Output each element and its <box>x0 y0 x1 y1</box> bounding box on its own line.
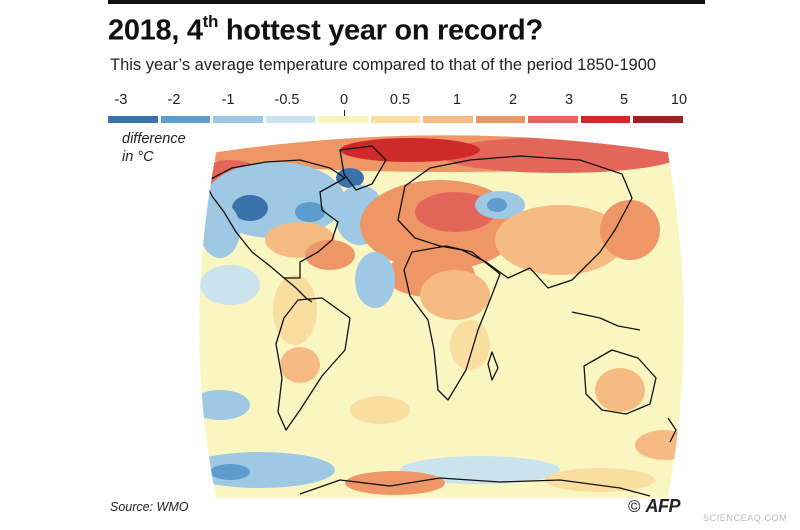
south-america-warm-anomaly <box>280 347 320 383</box>
indonesia-coast <box>571 311 641 331</box>
southern-ocean-cool-anomaly <box>199 452 335 488</box>
south-atlantic-mild-anomaly <box>350 396 410 424</box>
legend-label: 1 <box>452 92 462 108</box>
legend-label: -0.5 <box>274 92 300 108</box>
legend-label: -1 <box>221 92 235 108</box>
watermark: SCIENCEAQ.COM <box>703 513 788 523</box>
legend-swatch <box>370 116 421 123</box>
legend-label: 0 <box>339 92 349 108</box>
agency-credit: © AFP <box>628 496 681 517</box>
africa-warm-anomaly <box>420 270 490 320</box>
legend-label: 0.5 <box>389 92 411 108</box>
legend-swatch <box>475 116 526 123</box>
legend-swatch <box>213 116 263 123</box>
pacific-cool-anomaly <box>200 265 260 305</box>
page-subtitle: This year’s average temperature compared… <box>110 56 657 74</box>
australia-coast <box>583 349 657 415</box>
legend-swatch <box>160 116 211 123</box>
top-rule <box>108 0 705 4</box>
siberia-warm-anomaly <box>440 137 680 173</box>
legend-label: -3 <box>114 92 128 108</box>
africa-mild-anomaly <box>450 320 490 370</box>
atlantic-warm-anomaly <box>305 240 355 270</box>
legend-label: 3 <box>564 92 574 108</box>
legend-label: 2 <box>508 92 518 108</box>
title-rest-text: hottest year on record? <box>218 14 543 47</box>
legend-swatch <box>108 116 158 123</box>
pacific-warm-anomaly <box>600 200 660 260</box>
south-pacific-cool-anomaly <box>199 390 250 420</box>
new-zealand-coast <box>667 417 677 443</box>
russia-cold-anomaly <box>487 198 507 212</box>
north-pacific-cool-anomaly <box>200 202 240 258</box>
legend-note-line: in °C <box>122 149 154 165</box>
greenland-cold-anomaly <box>336 168 364 188</box>
afp-logo: AFP <box>645 496 681 516</box>
madagascar-coast <box>487 351 499 381</box>
copyright-symbol: © <box>628 497 641 516</box>
legend-unit-note: difference in °C <box>122 130 232 166</box>
title-superscript: th <box>202 12 219 31</box>
page-title: 2018, 4th hottest year on record? <box>108 12 543 48</box>
legend-label: 10 <box>670 92 688 108</box>
southern-ocean-cold-anomaly <box>210 464 250 480</box>
legend-swatch <box>633 116 683 123</box>
color-legend: -3 -2 -1 -0.5 0 0.5 1 2 3 5 10 <box>108 92 687 126</box>
southern-ocean-cool-anomaly <box>400 456 560 484</box>
arctic-hot-anomaly <box>340 138 480 162</box>
eurasia-coast <box>397 155 633 289</box>
legend-label: -2 <box>167 92 181 108</box>
legend-swatch <box>318 116 368 123</box>
south-america-mild-anomaly <box>273 275 317 345</box>
title-main-text: 2018, 4 <box>108 14 203 47</box>
south-america-coast <box>275 297 351 431</box>
canada-cold-anomaly <box>232 195 268 221</box>
source-credit: Source: WMO <box>110 500 189 514</box>
africa-coast <box>403 245 501 401</box>
antarctic-mild-anomaly <box>545 468 655 492</box>
weddell-warm-anomaly <box>345 471 445 495</box>
legend-label: 5 <box>619 92 629 108</box>
north-america-coast <box>204 159 346 279</box>
legend-swatch <box>423 116 473 123</box>
legend-swatch <box>528 116 578 123</box>
legend-swatch <box>580 116 631 123</box>
asia-warm-anomaly <box>495 205 625 275</box>
greenland-coast <box>339 145 387 191</box>
canada-cold-anomaly <box>295 202 325 222</box>
globe-outline <box>198 134 685 499</box>
europe-hot-anomaly <box>415 192 495 232</box>
coastlines <box>204 145 677 497</box>
antarctica-coast <box>299 477 651 497</box>
legend-note-line: difference <box>122 131 186 147</box>
tasman-warm-anomaly <box>635 430 684 460</box>
central-america-coast <box>283 277 313 303</box>
tropical-atlantic-cool-anomaly <box>355 252 395 308</box>
legend-swatch <box>265 116 316 123</box>
australia-warm-anomaly <box>595 368 645 412</box>
